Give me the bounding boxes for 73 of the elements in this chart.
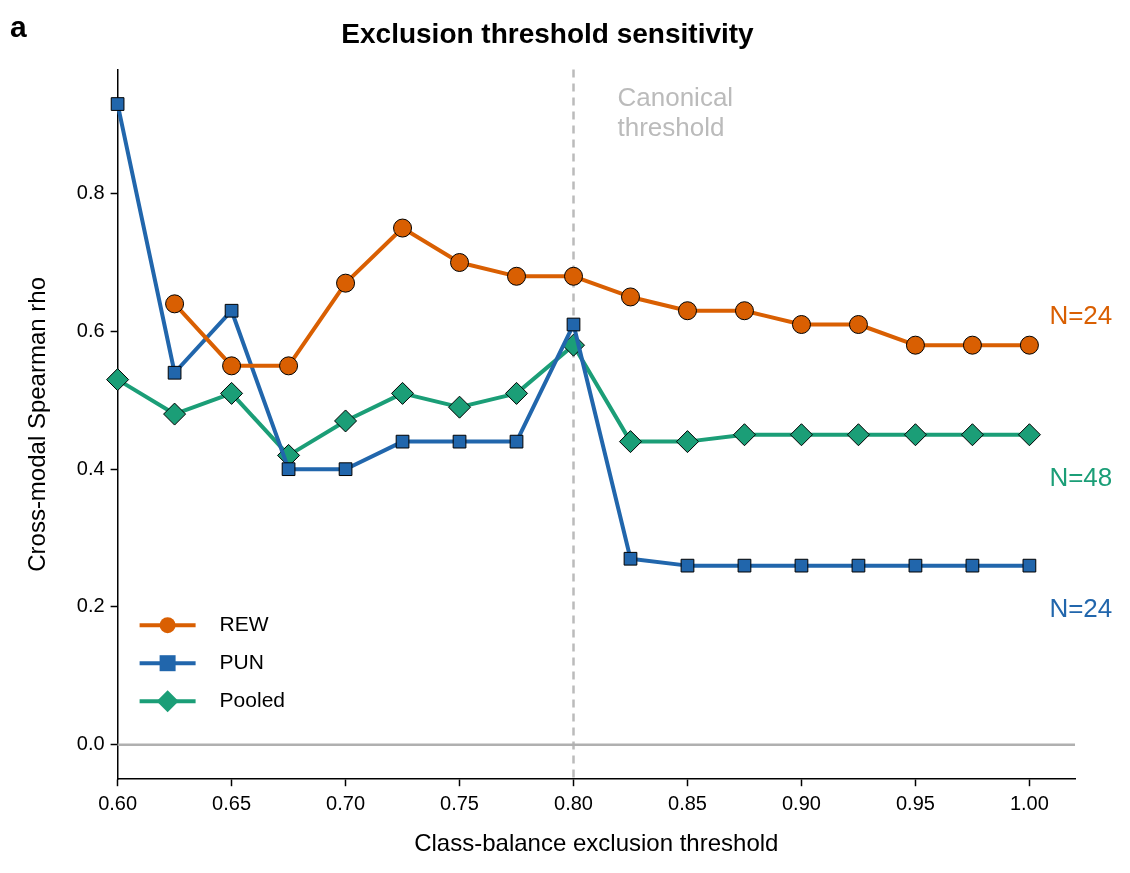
point [452,434,467,449]
annotation: N=24 [1049,592,1113,623]
point [505,381,529,405]
legend-label: REW [219,612,269,635]
point [393,218,413,238]
point [903,423,927,447]
point [675,430,699,454]
point [338,462,353,477]
point [734,301,754,321]
point [395,434,410,449]
x-tick-label: 1.00 [1009,791,1049,814]
x-tick-label: 0.95 [895,791,935,814]
x-axis-title: Class-balance exclusion threshold [414,829,779,857]
point [509,434,524,449]
point [960,423,984,447]
point [281,462,296,477]
y-tick-label: 0.6 [76,318,105,341]
x-tick-label: 0.60 [98,791,138,814]
point [789,423,813,447]
x-tick-label: 0.80 [554,791,593,814]
point [566,317,581,332]
point [794,558,809,573]
annotation: N=48 [1049,461,1113,492]
point [908,558,923,573]
point [618,430,642,454]
x-tick-label: 0.65 [212,791,252,814]
point [220,381,244,405]
point [507,266,527,286]
point [905,335,925,355]
point [680,558,695,573]
point [222,356,242,376]
x-tick-label: 0.90 [781,791,821,814]
point [165,294,185,314]
x-tick-label: 0.85 [668,791,707,814]
y-tick-label: 0.0 [76,732,105,755]
point [334,409,358,433]
y-tick-label: 0.2 [76,594,105,617]
point [791,315,811,335]
point [677,301,697,321]
point [1017,423,1041,447]
legend-label: PUN [219,650,264,673]
point [279,356,299,376]
point [623,551,638,566]
point [163,402,187,426]
point [448,395,472,419]
point [1022,558,1037,573]
point [846,423,870,447]
x-tick-label: 0.75 [440,791,479,814]
annotation: N=24 [1049,300,1113,331]
point [851,558,866,573]
point [1019,335,1039,355]
point [564,266,584,286]
point [391,381,415,405]
point [450,253,470,272]
ref-line-label: Canonical threshold [617,81,734,142]
point [224,303,239,318]
point [848,315,868,335]
y-axis-title: Cross-modal Spearman rho [23,277,51,572]
point [336,273,356,293]
text: a [10,10,27,44]
point [620,287,640,307]
y-tick-label: 0.4 [76,456,105,479]
point [110,97,125,111]
legend-label: Pooled [219,688,285,711]
y-tick-label: 0.8 [76,181,105,204]
point [106,368,130,392]
point [167,365,182,380]
point [737,558,752,573]
chart-title: Exclusion threshold sensitivity [341,17,755,49]
point [732,423,756,447]
point [962,335,982,355]
x-tick-label: 0.70 [326,791,366,814]
point [965,558,980,573]
